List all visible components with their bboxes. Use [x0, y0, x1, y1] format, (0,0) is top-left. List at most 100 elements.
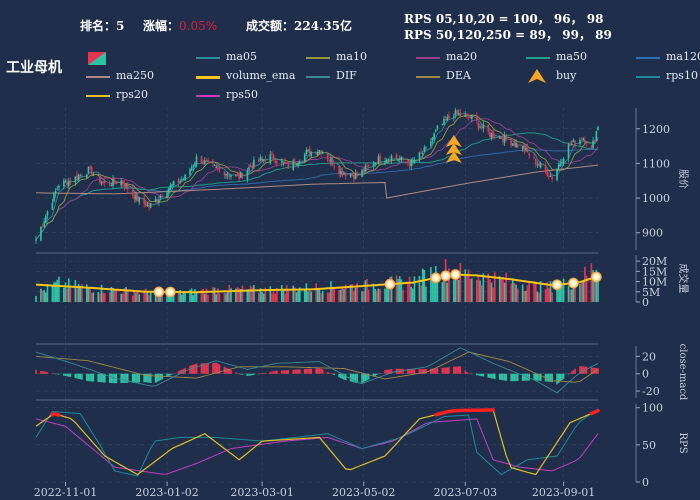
- candle: [374, 162, 376, 165]
- candle: [274, 160, 277, 163]
- volume-bar: [79, 285, 82, 302]
- candle: [316, 152, 319, 156]
- macd-bar: [285, 370, 288, 374]
- macd-bar: [390, 368, 393, 374]
- candle: [248, 167, 250, 170]
- volume-bar: [274, 293, 277, 302]
- volume-bar: [339, 289, 342, 302]
- candle: [85, 174, 88, 178]
- volume-bar: [457, 279, 460, 302]
- volume-bar: [146, 292, 149, 302]
- candle: [46, 211, 49, 216]
- macd-bar: [551, 373, 553, 383]
- candle: [584, 139, 586, 144]
- volume-bar: [410, 286, 413, 302]
- volume-bar: [469, 278, 472, 302]
- volume-bar: [215, 294, 218, 302]
- volume-bar: [179, 289, 182, 302]
- macd-bar: [200, 363, 203, 374]
- macd-bar: [344, 373, 347, 381]
- candle: [103, 180, 106, 183]
- macd-bar: [305, 368, 308, 374]
- macd-bar: [457, 366, 460, 374]
- macd-bar: [195, 363, 198, 374]
- macd-bar: [413, 368, 416, 374]
- macd-bar: [556, 373, 558, 385]
- macd-bar: [511, 373, 514, 382]
- macd-bar: [569, 373, 571, 374]
- macd-bar: [502, 373, 504, 381]
- candle: [194, 162, 196, 167]
- rps-tick-label: 100: [642, 402, 663, 415]
- macd-bar: [528, 373, 531, 381]
- macd-bar: [262, 373, 265, 374]
- volume-bar: [471, 278, 473, 302]
- candle: [310, 151, 313, 157]
- volume-bar: [67, 278, 70, 302]
- candle: [56, 188, 59, 190]
- volume-bar: [66, 288, 68, 302]
- x-tick-label: 2023-05-02: [332, 486, 395, 499]
- volume-bar: [580, 282, 583, 302]
- volume-bar: [43, 290, 46, 302]
- candle: [423, 147, 426, 152]
- macd-bar: [284, 370, 286, 374]
- candle: [215, 166, 218, 168]
- volume-bar: [272, 291, 275, 302]
- legend-label-ma05: ma05: [226, 50, 257, 63]
- rps-high-highlight: [50, 408, 600, 417]
- macd-bar: [110, 373, 113, 384]
- volume-bar: [523, 290, 526, 302]
- macd-bar: [41, 371, 44, 374]
- volume-bar: [361, 291, 363, 302]
- candle: [90, 167, 93, 177]
- macd-bar: [63, 373, 65, 376]
- macd-bar: [123, 373, 126, 383]
- volume-bar: [284, 293, 286, 302]
- macd-bar: [258, 373, 260, 375]
- macd-bar: [230, 370, 232, 374]
- candle: [408, 162, 411, 166]
- rank-value: 5: [116, 19, 125, 33]
- candle: [189, 169, 191, 175]
- volume-bar: [213, 287, 216, 302]
- macd-bar: [156, 373, 159, 382]
- volume-bar: [387, 286, 390, 302]
- macd-bar: [377, 373, 380, 375]
- macd-bar: [459, 366, 462, 374]
- volume-bar: [362, 291, 365, 302]
- macd-bar: [412, 368, 414, 374]
- volume-bar: [372, 283, 375, 302]
- candle: [297, 162, 299, 166]
- macd-bar: [523, 373, 526, 381]
- candle: [551, 177, 553, 180]
- candle: [526, 147, 529, 153]
- candle: [112, 178, 114, 186]
- macd-bar: [120, 373, 123, 384]
- candle: [43, 221, 46, 227]
- macd-bar: [226, 368, 229, 374]
- candle: [326, 153, 329, 160]
- volume-bar: [420, 285, 422, 302]
- macd-bar: [443, 367, 445, 374]
- candle: [379, 155, 381, 163]
- candle: [544, 165, 547, 171]
- volume-bar: [246, 289, 249, 302]
- volume-bar: [425, 286, 427, 302]
- macd-bar: [448, 367, 450, 374]
- volume-bar: [492, 287, 494, 302]
- volume-bar: [500, 277, 503, 302]
- candle: [264, 159, 267, 162]
- volume-bar: [562, 278, 565, 302]
- volume-bar: [297, 290, 299, 302]
- rps-line-1: RPS 05,10,20 = 100， 96， 98: [404, 12, 604, 26]
- volume-bar: [120, 293, 123, 302]
- macd-bar: [122, 373, 124, 384]
- candle: [249, 165, 252, 167]
- macd-bar: [498, 373, 501, 380]
- candle: [510, 138, 512, 146]
- buy-signal-icon: [445, 143, 462, 155]
- macd-bar: [597, 368, 599, 374]
- volume-bar: [182, 292, 185, 302]
- candle: [269, 154, 272, 163]
